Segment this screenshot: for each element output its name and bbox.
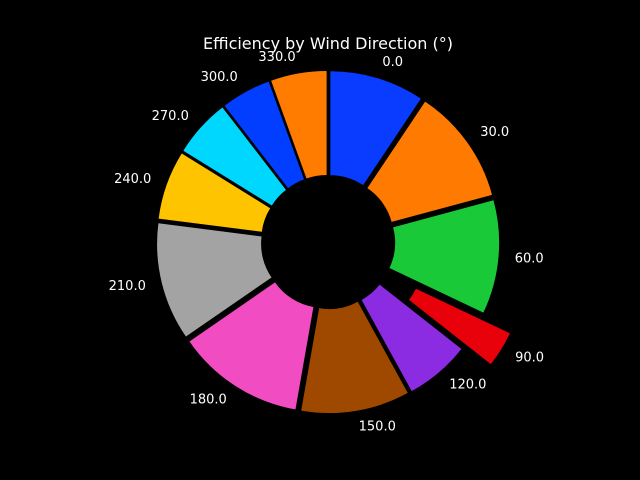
slice-label: 90.0 (515, 350, 544, 365)
slice-label: 30.0 (480, 125, 509, 140)
pie-slice-240-0 (158, 153, 271, 232)
chart-title: Efficiency by Wind Direction (°) (203, 34, 453, 53)
slice-label: 210.0 (109, 279, 146, 294)
slice-label: 270.0 (152, 109, 189, 124)
pie-slice-270-0 (183, 107, 286, 206)
slice-label: 60.0 (515, 251, 544, 266)
pie-slice-300-0 (224, 81, 305, 189)
slice-label: 180.0 (190, 392, 227, 407)
pie-slice-180-0 (189, 282, 314, 410)
pie-slice-120-0 (361, 284, 462, 392)
slice-label: 150.0 (359, 419, 396, 434)
slice-label: 120.0 (449, 377, 486, 392)
pie-slice-60-0 (389, 200, 500, 313)
slice-label: 330.0 (258, 50, 295, 65)
slice-label: 240.0 (114, 172, 151, 187)
pie-slice-90-0 (409, 288, 510, 365)
pie-slice-210-0 (157, 223, 272, 337)
pie-slice-0-0 (330, 71, 421, 186)
slice-label: 300.0 (201, 70, 238, 85)
slice-group (157, 70, 510, 414)
pie-slice-150-0 (301, 301, 408, 414)
slice-label: 0.0 (382, 55, 403, 70)
label-group: 0.0 30.0 60.0 90.0 120.0 150.0 180.0 210.0 240.0… (109, 50, 544, 435)
pie-slice-30-0 (367, 101, 493, 222)
pie-slice-330-0 (271, 70, 327, 179)
